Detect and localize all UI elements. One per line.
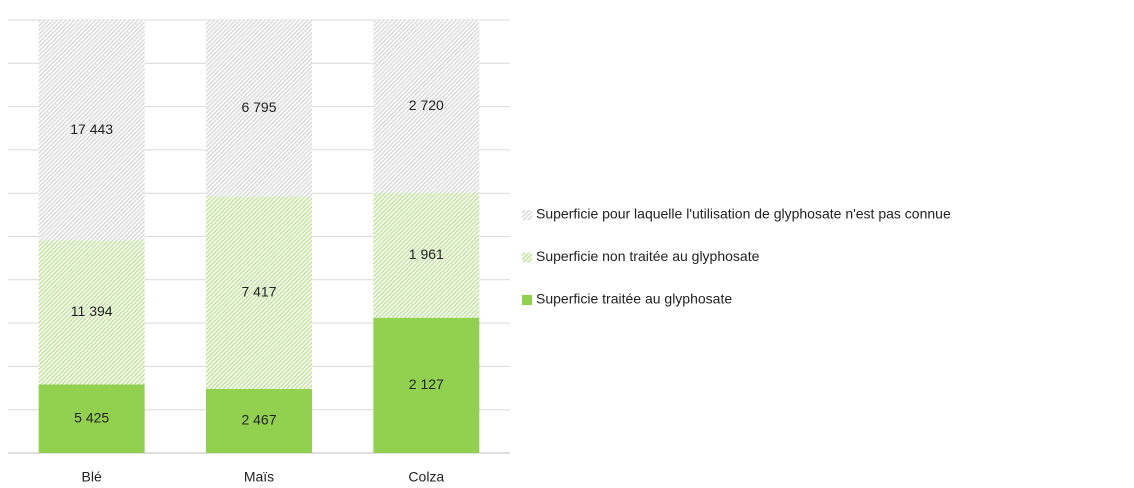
data-label: 11 394 [71, 303, 113, 319]
bar-segment [38, 20, 145, 241]
x-tick-label: Blé [82, 469, 102, 485]
x-tick-label: Maïs [244, 469, 274, 485]
legend-swatch [522, 252, 532, 263]
legend-label: Superficie non traitée au glyphosate [536, 248, 760, 264]
legend-label: Superficie traitée au glyphosate [536, 291, 732, 307]
bar-segment [38, 240, 145, 385]
data-label: 2 467 [241, 412, 276, 428]
legend-label: Superficie pour laquelle l'utilisation d… [536, 206, 951, 222]
legend-swatch [522, 210, 532, 220]
legend-swatch [522, 295, 532, 305]
bar-segment [206, 20, 312, 197]
data-label: 6 795 [241, 99, 276, 115]
bar-segment [373, 317, 480, 453]
data-label: 1 961 [409, 246, 444, 262]
bar-segment [38, 384, 145, 453]
bar-segment [373, 20, 480, 193]
data-label: 7 417 [241, 283, 276, 299]
data-label: 17 443 [70, 121, 113, 137]
data-label: 2 127 [409, 376, 444, 392]
bar-segment [373, 192, 480, 318]
x-tick-label: Colza [408, 469, 444, 485]
bar-segment [206, 388, 312, 453]
data-label: 5 425 [74, 409, 109, 425]
bar-segment [206, 196, 312, 389]
data-label: 2 720 [409, 97, 444, 113]
